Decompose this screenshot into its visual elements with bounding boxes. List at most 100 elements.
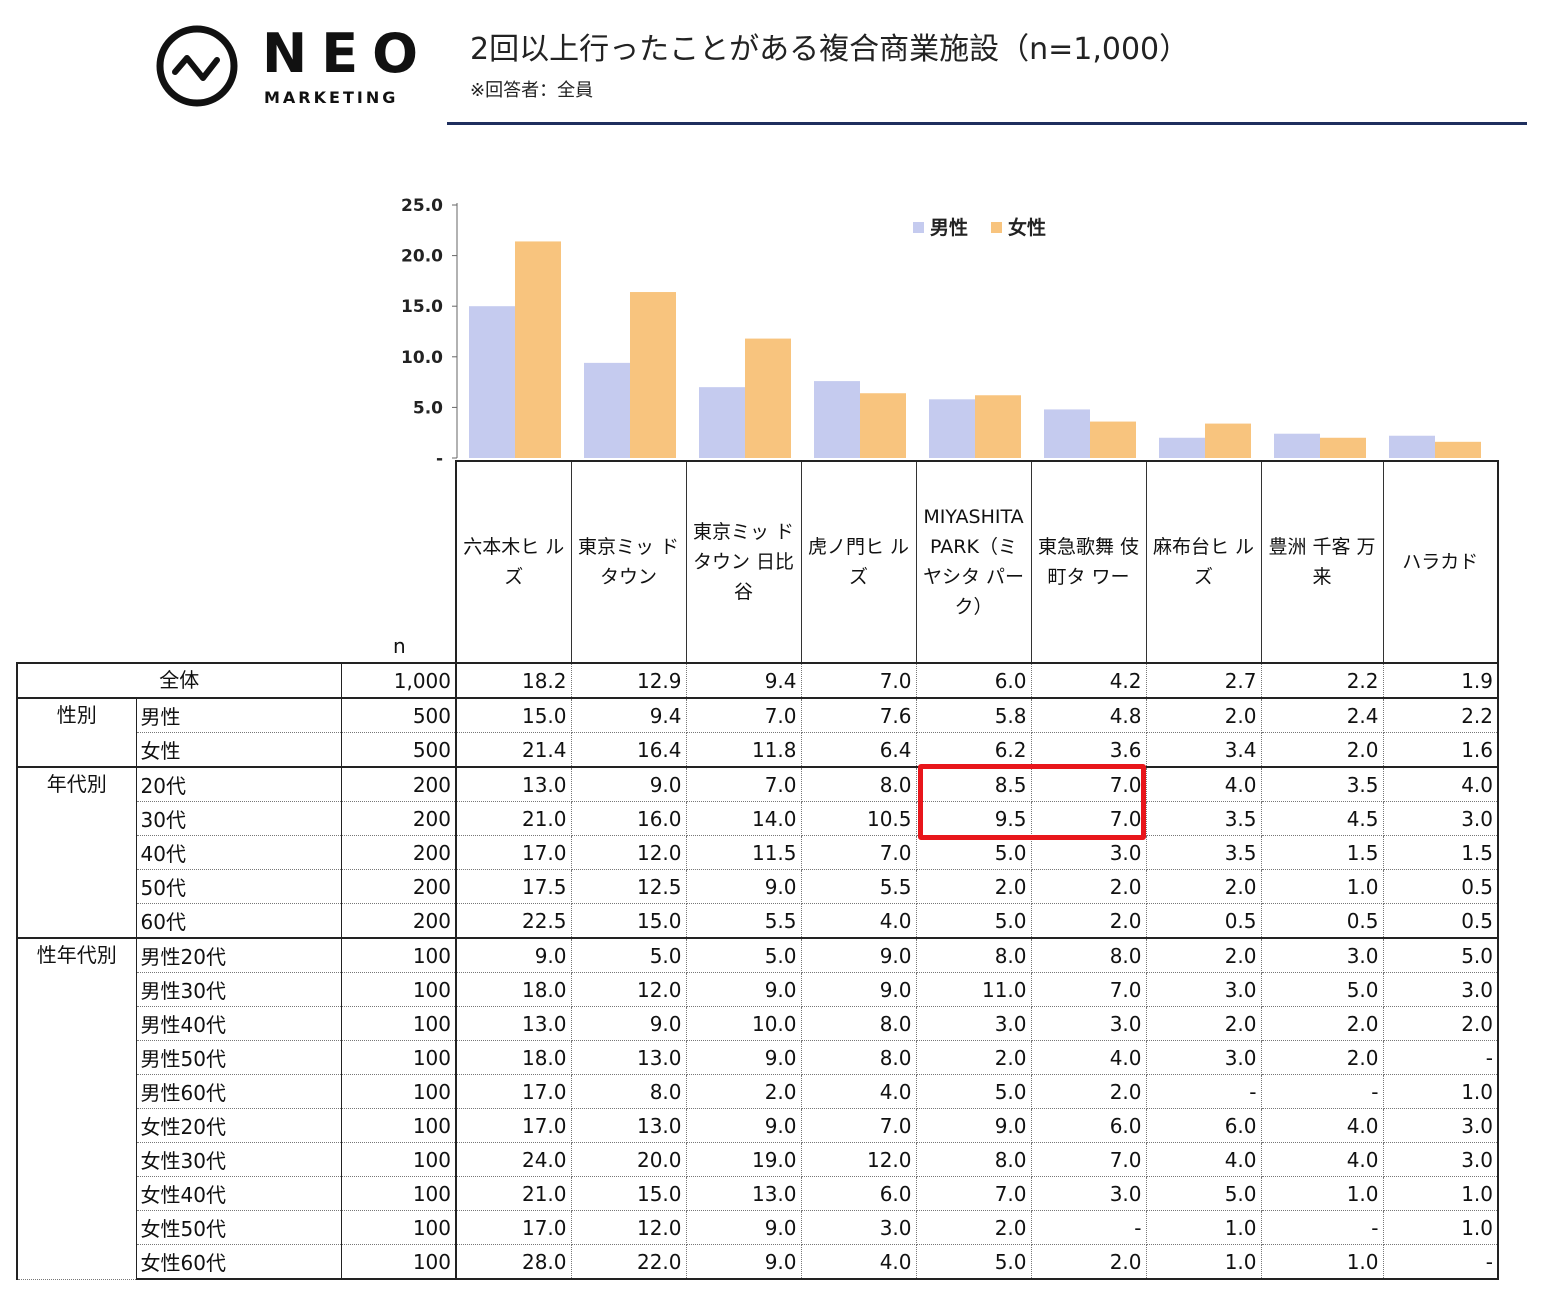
cell-value: 9.0 — [685, 1244, 802, 1280]
row-label: 女性20代 — [135, 1108, 342, 1143]
cell-value: 5.5 — [685, 903, 802, 939]
bar-chart: - 5.0 10.0 15.0 20.0 25.0 男性 女性 — [401, 196, 1481, 469]
legend-label: 男性 — [930, 216, 968, 239]
cell-value: 3.0 — [1382, 1108, 1499, 1143]
table-row: 女性60代 100 28.0 22.0 9.0 4.0 5.0 2.0 1.0 1.0- — [17, 1244, 1499, 1280]
cell-value: 3.0 — [1260, 937, 1384, 973]
cell-value: 2.0 — [1145, 1006, 1262, 1041]
cell-value: 4.0 — [1260, 1108, 1384, 1143]
bar-male — [1044, 409, 1090, 458]
cell-value: 11.5 — [685, 835, 802, 870]
cell-value: 18.0 — [455, 1040, 572, 1075]
cell-value: - — [1382, 1040, 1499, 1075]
cell-value: 15.0 — [570, 903, 687, 939]
row-label: 男性50代 — [135, 1040, 342, 1075]
cell-value: 12.0 — [570, 1210, 687, 1245]
cell-value: 9.0 — [800, 972, 917, 1007]
bar-female — [1435, 441, 1481, 458]
row-n: 200 — [340, 801, 457, 836]
cell-value: 1.0 — [1145, 1244, 1262, 1280]
cell-value: 9.0 — [800, 937, 917, 973]
data-table: n 六本木ヒ ルズ 東京ミッ ドタウン 東京ミッ ドタウン 日比谷 虎ノ門ヒ ルズ MIY… — [16, 460, 1499, 1280]
cell-value: 6.2 — [915, 732, 1032, 768]
cell-value: 19.0 — [685, 1142, 802, 1177]
cell-value: 1.6 — [1382, 732, 1499, 768]
row-n: 100 — [340, 1244, 457, 1280]
cell-value: 21.0 — [455, 1176, 572, 1211]
cell-value: - — [1260, 1074, 1384, 1109]
row-label: 男性40代 — [135, 1006, 342, 1041]
cell-value: 9.0 — [455, 937, 572, 973]
cell-value: 9.0 — [685, 972, 802, 1007]
row-label: 50代 — [135, 869, 342, 904]
cell-value: 5.5 — [800, 869, 917, 904]
n-column-header: n — [341, 461, 457, 663]
cell-value: 1.0 — [1260, 869, 1384, 904]
table-row: 女性50代 100 17.0 12.0 9.0 3.0 2.0-1.0-1.0 — [17, 1210, 1499, 1245]
row-n: 100 — [340, 1176, 457, 1211]
row-n: 200 — [340, 835, 457, 870]
cell-value: 8.0 — [800, 1040, 917, 1075]
table-row: 30代 200 21.0 16.0 14.0 10.5 9.5 7.0 3.5 4.5 3.0 — [17, 801, 1499, 836]
cell-value: 18.0 — [455, 972, 572, 1007]
cell-value: - — [1145, 1074, 1262, 1109]
table-row: 女性 500 21.4 16.4 11.8 6.4 6.2 3.6 3.4 2.0 1.6 — [17, 732, 1499, 768]
cell-value: 10.5 — [800, 801, 917, 836]
column-header: MIYASHITA PARK（ミ ヤシタ パーク） — [915, 460, 1032, 664]
cell-value: 7.0 — [800, 1108, 917, 1143]
cell-value: 2.0 — [1145, 697, 1262, 733]
cell-value: 3.0 — [1145, 1040, 1262, 1075]
cell-value: 4.2 — [1030, 662, 1147, 699]
cell-value: 4.0 — [1382, 766, 1499, 802]
legend: 男性 女性 — [913, 216, 1046, 239]
neo-logo — [156, 25, 238, 107]
cell-value: 2.0 — [915, 1040, 1032, 1075]
table-row: 性別 男性 500 15.0 9.4 7.0 7.6 5.8 4.8 2.0 2.4 2.2 — [16, 697, 1499, 768]
cell-value: 4.0 — [1145, 1142, 1262, 1177]
cell-value: 2.0 — [1260, 1040, 1384, 1075]
row-label: 60代 — [135, 903, 342, 939]
cell-value: 4.0 — [1030, 1040, 1147, 1075]
legend-swatch — [991, 222, 1002, 233]
column-header: 虎ノ門ヒ ルズ — [800, 460, 917, 664]
bar-male — [584, 362, 630, 458]
cell-value: 12.9 — [570, 662, 687, 699]
cell-value: - — [1030, 1210, 1147, 1245]
y-tick-label: 20.0 — [401, 247, 443, 267]
cell-value: 3.0 — [1030, 835, 1147, 870]
legend-swatch — [913, 222, 924, 233]
row-n: 100 — [340, 1108, 457, 1143]
table-row: 男性50代 100 18.0 13.0 9.0 8.0 2.0 4.0 3.0 2.0- — [17, 1040, 1499, 1075]
cell-value: 2.0 — [1030, 869, 1147, 904]
cell-value: 17.0 — [455, 1210, 572, 1245]
cell-value: 5.8 — [915, 697, 1032, 733]
table-row: 男性40代 100 13.0 9.0 10.0 8.0 3.0 3.0 2.0 2.0 2.0 — [17, 1006, 1499, 1041]
cell-value: 5.0 — [570, 937, 687, 973]
cell-value: 9.5 — [915, 801, 1032, 836]
cell-value: 8.0 — [570, 1074, 687, 1109]
bar-male — [929, 399, 975, 458]
cell-value: 6.4 — [800, 732, 917, 768]
cell-value: 3.0 — [1030, 1176, 1147, 1211]
cell-value: 1.0 — [1382, 1176, 1499, 1211]
row-label: 男性30代 — [135, 972, 342, 1007]
cell-value: 20.0 — [570, 1142, 687, 1177]
cell-value: 1.5 — [1260, 835, 1384, 870]
cell-value: 17.5 — [455, 869, 572, 904]
cell-value: 6.0 — [915, 662, 1032, 699]
row-n: 200 — [340, 766, 457, 802]
cell-value: 2.0 — [1145, 937, 1262, 973]
cell-value: 2.0 — [1145, 869, 1262, 904]
bar-female — [745, 338, 791, 458]
row-label: 女性30代 — [135, 1142, 342, 1177]
row-n: 200 — [340, 903, 457, 939]
cell-value: 1.0 — [1260, 1244, 1384, 1280]
cell-value: - — [1260, 1210, 1384, 1245]
row-label: 男性20代 — [135, 937, 342, 973]
cell-value: 12.0 — [570, 972, 687, 1007]
row-label: 女性50代 — [135, 1210, 342, 1245]
bar-male — [699, 387, 745, 458]
bar-male — [469, 306, 515, 458]
y-axis: - 5.0 10.0 15.0 20.0 25.0 — [401, 196, 458, 469]
row-n: 500 — [340, 732, 457, 768]
